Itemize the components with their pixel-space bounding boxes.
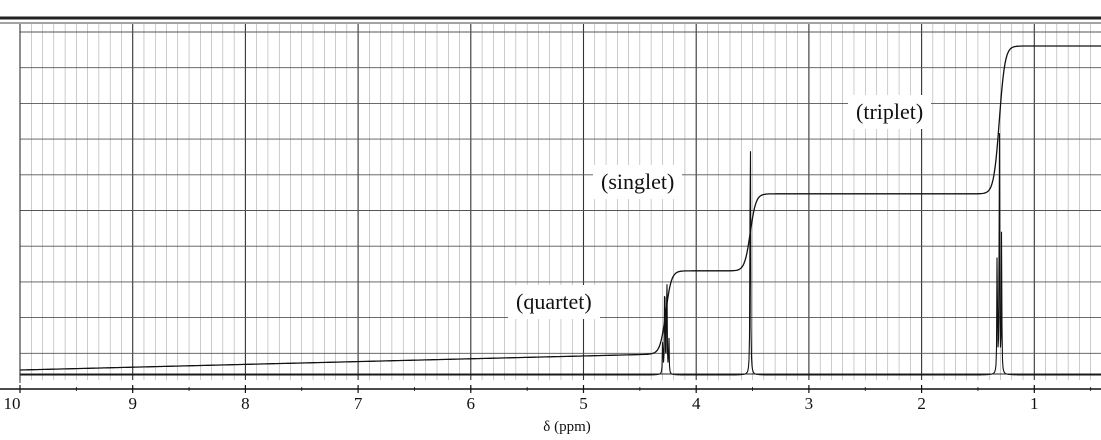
grid xyxy=(19,24,1101,380)
x-tick-label: 1 xyxy=(1030,394,1039,413)
integral-trace xyxy=(20,45,1101,371)
annotation-quartet: (quartet) xyxy=(508,285,600,319)
x-tick-label: 3 xyxy=(805,394,814,413)
x-tick-label: 4 xyxy=(692,394,701,413)
x-axis-title: δ (ppm) xyxy=(543,419,590,435)
x-tick-label: 10 xyxy=(4,394,21,413)
x-tick-label: 9 xyxy=(128,394,137,413)
x-tick-label: 2 xyxy=(917,394,926,413)
spectrum-trace xyxy=(20,133,1101,376)
annotation-singlet: (singlet) xyxy=(593,165,683,199)
annotation-triplet: (triplet) xyxy=(848,95,932,129)
x-tick-label: 7 xyxy=(354,394,363,413)
x-tick-label: 5 xyxy=(579,394,588,413)
x-tick-label: 6 xyxy=(467,394,476,413)
x-tick-label: 8 xyxy=(241,394,250,413)
